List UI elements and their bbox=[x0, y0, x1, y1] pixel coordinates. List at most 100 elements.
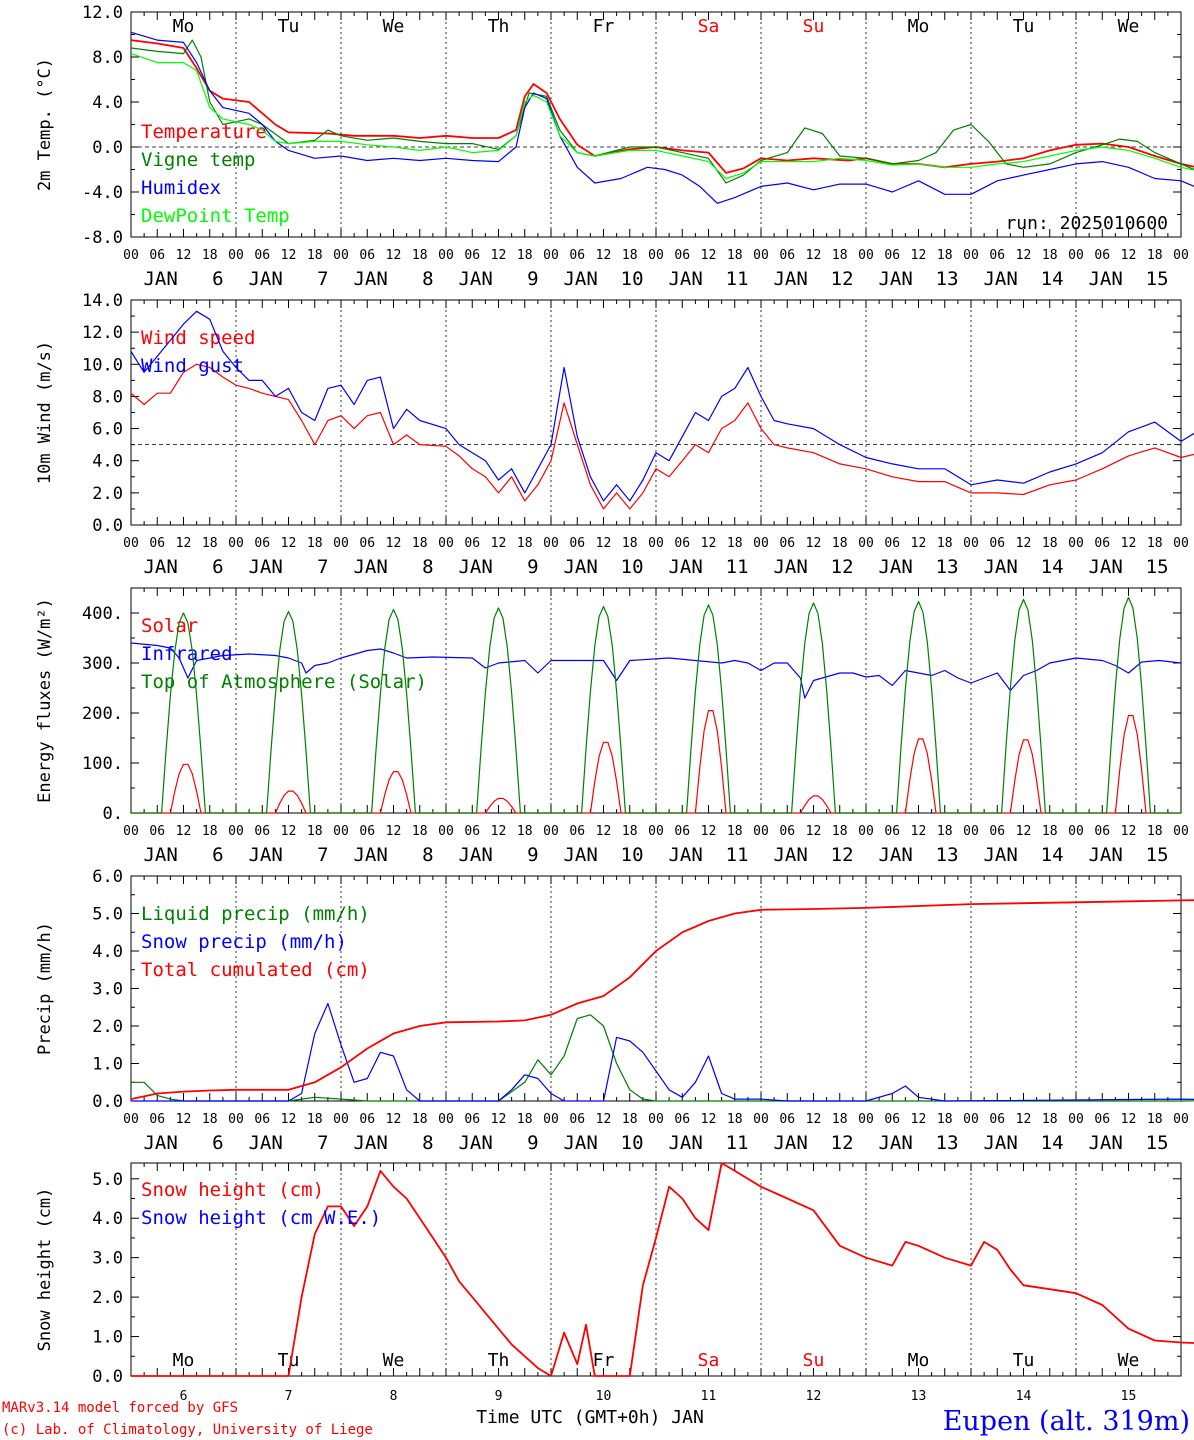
date-label: JAN 14 bbox=[983, 844, 1063, 866]
hour-label: 12 bbox=[596, 824, 612, 839]
hour-label: 00 bbox=[543, 536, 559, 551]
hour-label: 00 bbox=[858, 536, 874, 551]
hour-label: 18 bbox=[202, 248, 218, 263]
y-tick-label: 6.0 bbox=[92, 867, 123, 887]
hour-label: 12 bbox=[1016, 536, 1032, 551]
y-tick-label: 400. bbox=[82, 604, 123, 624]
hour-label: 12 bbox=[806, 1112, 822, 1127]
hour-label: 12 bbox=[491, 248, 507, 263]
series-line-2 bbox=[130, 310, 1194, 502]
weekday-label: Mo bbox=[173, 1350, 195, 1371]
date-label: JAN 15 bbox=[1088, 268, 1168, 290]
hour-label: 18 bbox=[622, 248, 638, 263]
hour-label: 18 bbox=[1042, 536, 1058, 551]
hour-label: 06 bbox=[779, 1112, 795, 1127]
hour-label: 06 bbox=[1094, 824, 1110, 839]
day-number-label: 15 bbox=[1121, 1389, 1137, 1404]
weekday-label: Sa bbox=[698, 1350, 720, 1371]
hour-label: 06 bbox=[1094, 1112, 1110, 1127]
hour-label: 12 bbox=[1121, 536, 1137, 551]
hour-label: 12 bbox=[911, 248, 927, 263]
hour-label: 12 bbox=[386, 824, 402, 839]
hour-label: 00 bbox=[858, 824, 874, 839]
date-label: JAN 7 bbox=[248, 268, 328, 290]
hour-label: 12 bbox=[386, 536, 402, 551]
hour-label: 12 bbox=[701, 536, 717, 551]
hour-label: 06 bbox=[254, 248, 270, 263]
panel-5: 0.0 1.0 2.0 3.0 4.0 5.0 Snow height (cm) Mo 6 Tu 7… bbox=[35, 1162, 1194, 1404]
legend-entry: Total cumulated (cm) bbox=[141, 959, 370, 981]
date-label: JAN 6 bbox=[143, 556, 223, 578]
y-tick-label: 1.0 bbox=[92, 1055, 123, 1075]
hour-label: 00 bbox=[1068, 536, 1084, 551]
legend-entry: Humidex bbox=[141, 177, 221, 199]
hour-label: 00 bbox=[123, 1112, 139, 1127]
y-tick-label: 1.0 bbox=[92, 1328, 123, 1348]
hour-label: 18 bbox=[832, 536, 848, 551]
date-label: JAN 12 bbox=[773, 844, 853, 866]
date-label: JAN 12 bbox=[773, 1132, 853, 1154]
hour-label: 18 bbox=[727, 1112, 743, 1127]
hour-label: 00 bbox=[333, 824, 349, 839]
hour-label: 00 bbox=[963, 1112, 979, 1127]
hour-label: 06 bbox=[149, 1112, 165, 1127]
hour-label: 18 bbox=[1147, 248, 1163, 263]
hour-label: 06 bbox=[989, 1112, 1005, 1127]
hour-label: 18 bbox=[1147, 1112, 1163, 1127]
hour-label: 18 bbox=[832, 248, 848, 263]
hour-label: 18 bbox=[937, 1112, 953, 1127]
y-tick-label: 12.0 bbox=[82, 3, 123, 23]
hour-label: 06 bbox=[884, 824, 900, 839]
hour-label: 06 bbox=[1094, 536, 1110, 551]
hour-label: 06 bbox=[569, 1112, 585, 1127]
series-line-2 bbox=[131, 1002, 1194, 1102]
hour-label: 06 bbox=[254, 824, 270, 839]
hour-label: 00 bbox=[648, 536, 664, 551]
hour-label: 12 bbox=[491, 536, 507, 551]
hour-label: 06 bbox=[989, 824, 1005, 839]
hour-label: 12 bbox=[176, 536, 192, 551]
weekday-label: Tu bbox=[1013, 1350, 1035, 1371]
y-tick-label: -4.0 bbox=[82, 183, 123, 203]
hour-label: 00 bbox=[648, 824, 664, 839]
hour-label: 18 bbox=[622, 824, 638, 839]
series-line-1 bbox=[130, 39, 1194, 174]
y-tick-label: 4.0 bbox=[92, 942, 123, 962]
date-label: JAN 8 bbox=[353, 268, 433, 290]
date-label: JAN 11 bbox=[668, 844, 748, 866]
hour-label: 12 bbox=[806, 536, 822, 551]
day-number-label: 12 bbox=[806, 1389, 822, 1404]
weekday-label: Th bbox=[488, 16, 510, 37]
hour-label: 12 bbox=[386, 1112, 402, 1127]
hour-label: 00 bbox=[963, 824, 979, 839]
day-number-label: 14 bbox=[1016, 1389, 1032, 1404]
hour-label: 00 bbox=[963, 536, 979, 551]
hour-label: 00 bbox=[438, 248, 454, 263]
legend-entry: Wind speed bbox=[141, 327, 255, 349]
date-label: JAN 6 bbox=[143, 268, 223, 290]
hour-label: 18 bbox=[202, 824, 218, 839]
hour-label: 18 bbox=[307, 1112, 323, 1127]
hour-label: 18 bbox=[202, 1112, 218, 1127]
date-label: JAN 6 bbox=[143, 844, 223, 866]
hour-label: 06 bbox=[674, 536, 690, 551]
series-line-1 bbox=[131, 1014, 1194, 1102]
weekday-label: Sa bbox=[698, 16, 720, 37]
y-tick-label: 2.0 bbox=[92, 1288, 123, 1308]
hour-label: 18 bbox=[727, 248, 743, 263]
y-tick-label: 0. bbox=[103, 804, 123, 824]
legend-entry: Liquid precip (mm/h) bbox=[141, 903, 370, 925]
hour-label: 18 bbox=[832, 1112, 848, 1127]
date-label: JAN 13 bbox=[878, 268, 958, 290]
series-line-2 bbox=[130, 642, 1182, 699]
y-tick-label: 8.0 bbox=[92, 48, 123, 68]
day-number-label: 13 bbox=[911, 1389, 927, 1404]
hour-label: 12 bbox=[701, 824, 717, 839]
date-label: JAN 9 bbox=[458, 268, 538, 290]
series-line-1 bbox=[130, 363, 1194, 510]
series-line-1 bbox=[131, 710, 1181, 814]
date-label: JAN 14 bbox=[983, 268, 1063, 290]
hour-label: 18 bbox=[727, 536, 743, 551]
hour-label: 00 bbox=[228, 248, 244, 263]
y-tick-label: 14.0 bbox=[82, 291, 123, 311]
